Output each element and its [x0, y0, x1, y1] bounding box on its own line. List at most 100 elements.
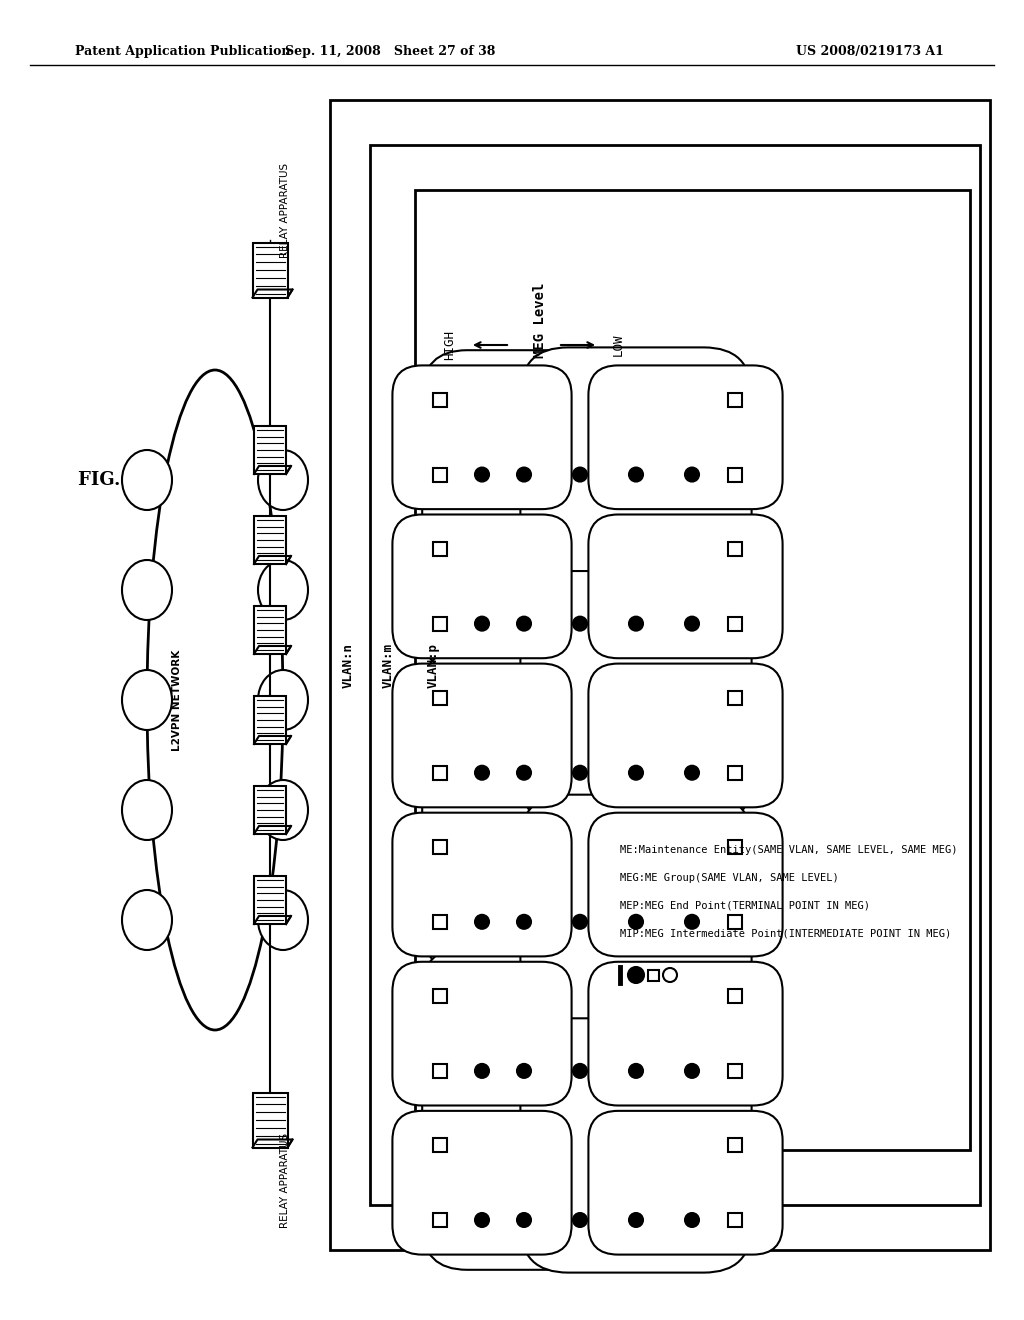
Circle shape [663, 968, 677, 982]
Ellipse shape [258, 890, 308, 950]
Bar [728, 543, 742, 556]
Circle shape [685, 467, 699, 482]
FancyBboxPatch shape [520, 347, 752, 602]
Text: VLAN:n: VLAN:n [341, 643, 354, 688]
Text: Sep. 11, 2008   Sheet 27 of 38: Sep. 11, 2008 Sheet 27 of 38 [285, 45, 496, 58]
Circle shape [517, 766, 531, 780]
Ellipse shape [122, 560, 172, 620]
Bar [254, 696, 286, 744]
Bar [433, 915, 447, 929]
Text: MEG:ME Group(SAME VLAN, SAME LEVEL): MEG:ME Group(SAME VLAN, SAME LEVEL) [620, 873, 839, 883]
Circle shape [573, 467, 587, 482]
Ellipse shape [258, 450, 308, 510]
FancyBboxPatch shape [589, 664, 782, 808]
Text: RELAY APPARATUS: RELAY APPARATUS [280, 1133, 290, 1228]
Circle shape [629, 467, 643, 482]
Text: L2VPN NETWORK: L2VPN NETWORK [172, 649, 182, 751]
Text: MEP:MEG End Point(TERMINAL POINT IN MEG): MEP:MEG End Point(TERMINAL POINT IN MEG) [620, 902, 870, 911]
Circle shape [685, 1064, 699, 1078]
Bar [254, 516, 286, 564]
Circle shape [629, 616, 643, 631]
Circle shape [573, 915, 587, 929]
FancyBboxPatch shape [392, 813, 571, 957]
Circle shape [475, 915, 489, 929]
Bar [647, 969, 658, 981]
Bar [254, 606, 286, 653]
Text: VLAN:p: VLAN:p [427, 643, 439, 688]
Circle shape [475, 467, 489, 482]
Bar [728, 1213, 742, 1228]
FancyBboxPatch shape [422, 946, 640, 1270]
FancyBboxPatch shape [392, 366, 571, 510]
Bar [330, 100, 990, 1250]
FancyBboxPatch shape [392, 664, 571, 808]
Text: HIGH: HIGH [443, 330, 456, 360]
Ellipse shape [258, 671, 308, 730]
Text: FIG. 27: FIG. 27 [78, 471, 152, 488]
Bar [728, 692, 742, 705]
Bar [728, 1064, 742, 1078]
Ellipse shape [122, 780, 172, 840]
Bar [728, 915, 742, 929]
Text: LOW: LOW [612, 334, 625, 356]
Circle shape [629, 1064, 643, 1078]
FancyBboxPatch shape [392, 515, 571, 659]
Circle shape [685, 1213, 699, 1228]
FancyBboxPatch shape [392, 1111, 571, 1254]
FancyBboxPatch shape [589, 813, 782, 957]
FancyBboxPatch shape [589, 962, 782, 1106]
Bar [415, 190, 970, 1150]
Circle shape [475, 616, 489, 631]
Circle shape [573, 766, 587, 780]
Bar [728, 766, 742, 780]
FancyBboxPatch shape [589, 366, 782, 510]
Ellipse shape [147, 370, 283, 1030]
Circle shape [685, 915, 699, 929]
Circle shape [629, 766, 643, 780]
Bar [254, 876, 286, 924]
FancyBboxPatch shape [392, 962, 571, 1106]
Circle shape [573, 616, 587, 631]
Circle shape [475, 1064, 489, 1078]
Bar [433, 1138, 447, 1152]
FancyBboxPatch shape [422, 648, 640, 972]
Circle shape [517, 467, 531, 482]
Text: US 2008/0219173 A1: US 2008/0219173 A1 [796, 45, 944, 58]
Bar [254, 426, 286, 474]
Bar [253, 243, 288, 297]
Bar [433, 467, 447, 482]
Circle shape [628, 968, 644, 983]
Bar [728, 467, 742, 482]
Bar [728, 1138, 742, 1152]
Circle shape [517, 1064, 531, 1078]
Text: Patent Application Publication: Patent Application Publication [75, 45, 291, 58]
Circle shape [685, 616, 699, 631]
Text: VLAN:m: VLAN:m [382, 643, 394, 688]
Bar [433, 841, 447, 854]
Bar [433, 766, 447, 780]
Bar [433, 393, 447, 407]
Bar [370, 145, 980, 1205]
Ellipse shape [258, 560, 308, 620]
Ellipse shape [258, 780, 308, 840]
Circle shape [573, 1213, 587, 1228]
Circle shape [629, 915, 643, 929]
Text: RELAY APPARATUS: RELAY APPARATUS [280, 162, 290, 257]
Ellipse shape [122, 450, 172, 510]
Bar [433, 692, 447, 705]
Bar [728, 393, 742, 407]
Bar [728, 616, 742, 631]
Bar [433, 616, 447, 631]
Circle shape [629, 1213, 643, 1228]
Circle shape [517, 1213, 531, 1228]
Text: ME:Maintenance Entity(SAME VLAN, SAME LEVEL, SAME MEG): ME:Maintenance Entity(SAME VLAN, SAME LE… [620, 845, 957, 855]
FancyBboxPatch shape [589, 515, 782, 659]
Text: MIP:MEG Intermediate Point(INTERMEDIATE POINT IN MEG): MIP:MEG Intermediate Point(INTERMEDIATE … [620, 929, 951, 939]
Circle shape [573, 1064, 587, 1078]
Ellipse shape [122, 671, 172, 730]
FancyBboxPatch shape [520, 795, 752, 1049]
Bar [433, 1213, 447, 1228]
Circle shape [475, 766, 489, 780]
Circle shape [475, 1213, 489, 1228]
FancyBboxPatch shape [520, 1018, 752, 1272]
